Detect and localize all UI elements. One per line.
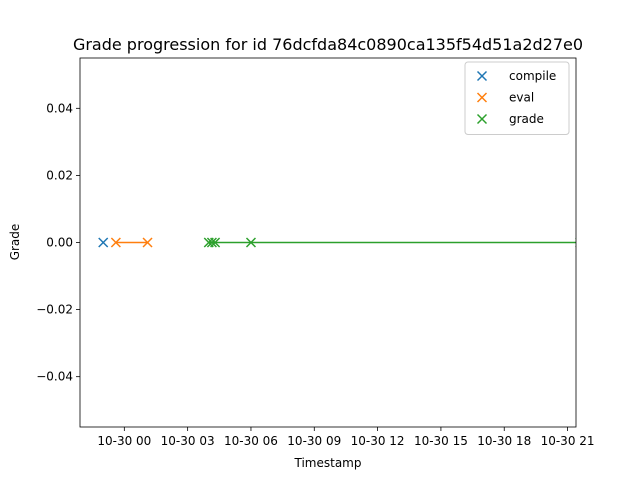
legend-label: eval <box>509 91 534 105</box>
y-axis-label: Grade <box>8 224 22 261</box>
y-tick-label: 0.04 <box>46 101 73 115</box>
x-tick-label: 10-30 18 <box>477 434 531 448</box>
x-tick-label: 10-30 21 <box>541 434 595 448</box>
plot-frame <box>79 57 577 428</box>
x-tick-label: 10-30 12 <box>351 434 405 448</box>
data-point-compile <box>98 237 109 248</box>
tick-layer: 10-30 00 10-30 03 10-30 06 10-30 09 10-30 12… <box>36 101 594 448</box>
legend: compile eval grade <box>464 61 570 135</box>
legend-marker-compile <box>476 70 488 82</box>
y-tick-label: 0.00 <box>46 236 73 250</box>
x-axis-label: Timestamp <box>294 456 362 470</box>
data-point-eval <box>110 237 121 248</box>
y-tick-label: −0.02 <box>36 303 73 317</box>
y-tick-label: 0.02 <box>46 168 73 182</box>
data-point-eval <box>142 237 153 248</box>
data-point-grade <box>206 237 217 248</box>
y-tick-label: −0.04 <box>36 370 73 384</box>
legend-label: compile <box>509 69 556 83</box>
chart-title: Grade progression for id 76dcfda84c0890c… <box>73 35 583 54</box>
x-tick-label: 10-30 00 <box>97 434 151 448</box>
legend-item-eval: eval <box>476 91 534 105</box>
legend-frame <box>464 61 570 135</box>
series-compile <box>98 237 109 248</box>
legend-marker-eval <box>476 92 488 103</box>
data-layer <box>98 237 576 248</box>
data-point-grade <box>245 237 256 248</box>
legend-label: grade <box>509 112 544 126</box>
data-point-grade <box>210 237 221 248</box>
data-point-grade <box>575 237 576 248</box>
x-tick-label: 10-30 09 <box>287 434 341 448</box>
series-grade <box>203 237 576 248</box>
legend-marker-grade <box>476 113 488 125</box>
legend-item-compile: compile <box>476 69 556 83</box>
x-tick-label: 10-30 15 <box>414 434 468 448</box>
legend-item-grade: grade <box>476 112 544 126</box>
x-tick-label: 10-30 03 <box>161 434 215 448</box>
x-tick-label: 10-30 06 <box>224 434 278 448</box>
series-eval <box>110 237 153 248</box>
